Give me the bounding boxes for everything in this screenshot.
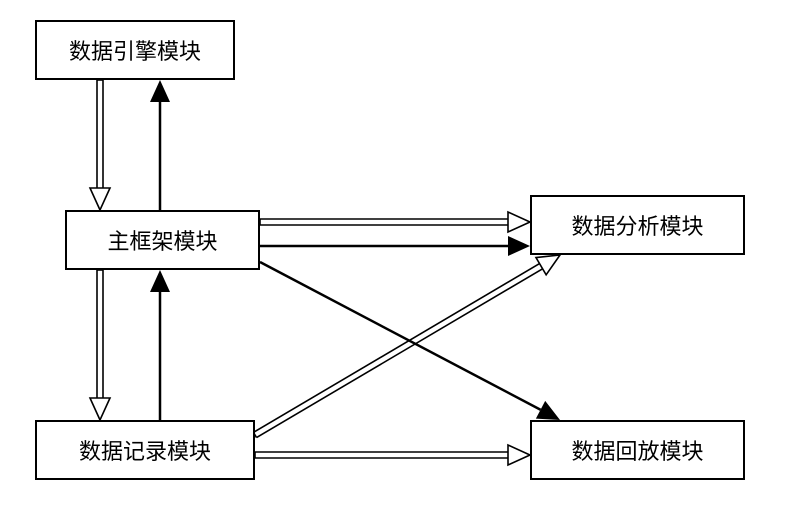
node-engine: 数据引擎模块 [35,20,235,80]
node-main-label: 主框架模块 [107,224,217,256]
node-main: 主框架模块 [65,210,260,270]
node-analysis-label: 数据分析模块 [571,209,703,241]
node-analysis: 数据分析模块 [530,195,745,255]
node-playback: 数据回放模块 [530,420,745,480]
node-engine-label: 数据引擎模块 [69,34,201,66]
node-record-label: 数据记录模块 [79,434,211,466]
diagram-canvas: 数据引擎模块 主框架模块 数据分析模块 数据记录模块 数据回放模块 [0,0,800,529]
node-playback-label: 数据回放模块 [571,434,703,466]
node-record: 数据记录模块 [35,420,255,480]
